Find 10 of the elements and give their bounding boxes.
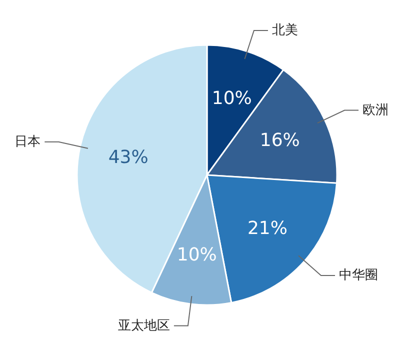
data-label: 10% xyxy=(176,244,217,266)
slice-label: 日本 xyxy=(14,134,41,150)
data-label: 10% xyxy=(212,88,252,109)
slice-label: 亚太地区 xyxy=(118,318,170,334)
slice-label: 北美 xyxy=(272,22,298,38)
data-label: 43% xyxy=(108,146,148,168)
data-label: 21% xyxy=(247,218,288,239)
slice-label: 欧洲 xyxy=(362,102,389,118)
slice-label: 中华圈 xyxy=(339,268,378,284)
data-label: 16% xyxy=(260,130,300,152)
